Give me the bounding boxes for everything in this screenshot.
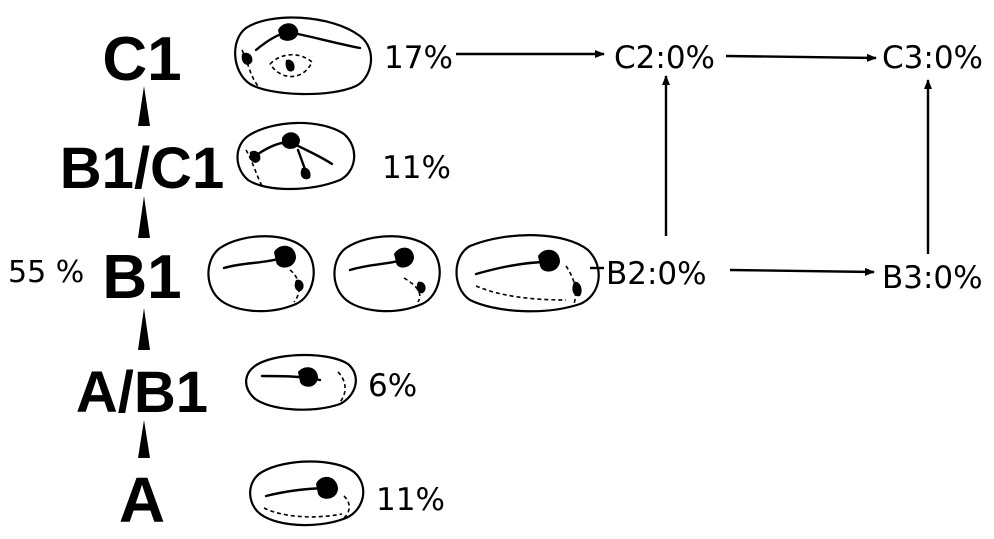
stage-label-a: A (119, 464, 165, 536)
percentage-b1c1: 11% (382, 150, 451, 186)
progression-arrow-b1-to-b1c1 (138, 196, 150, 238)
arrow-b2-to-b3 (729, 267, 875, 276)
cell-drawing-b1-3 (455, 234, 600, 313)
outcome-b2: B2:0% (606, 256, 707, 292)
percentage-a: 11% (376, 482, 445, 518)
arrow-c2-to-c3 (725, 53, 877, 62)
stage-label-ab1: A/B1 (76, 360, 208, 425)
stage-label-c1: C1 (102, 25, 181, 94)
cell-drawing-c1 (234, 16, 373, 96)
cell-drawing-b1-1 (207, 235, 315, 313)
outcome-b3: B3:0% (882, 260, 983, 296)
percentage-b1: 55 % (8, 255, 84, 290)
percentage-ab1: 6% (368, 368, 417, 404)
percentage-c1: 17% (384, 40, 453, 76)
cell-drawing-b1c1 (236, 121, 356, 191)
stage-label-b1: B1 (102, 243, 181, 312)
stage-label-b1c1: B1/C1 (60, 136, 224, 201)
progression-arrow-ab1-to-b1 (138, 308, 150, 350)
progression-arrow-a-to-ab1 (138, 420, 150, 458)
outcome-c2: C2:0% (614, 40, 715, 76)
outcome-c3: C3:0% (882, 40, 983, 76)
cell-drawing-ab1 (245, 353, 357, 411)
progression-arrow-b1c1-to-c1 (138, 86, 150, 126)
cell-drawing-a (249, 460, 365, 527)
cell-drawing-b1-2 (333, 235, 441, 313)
